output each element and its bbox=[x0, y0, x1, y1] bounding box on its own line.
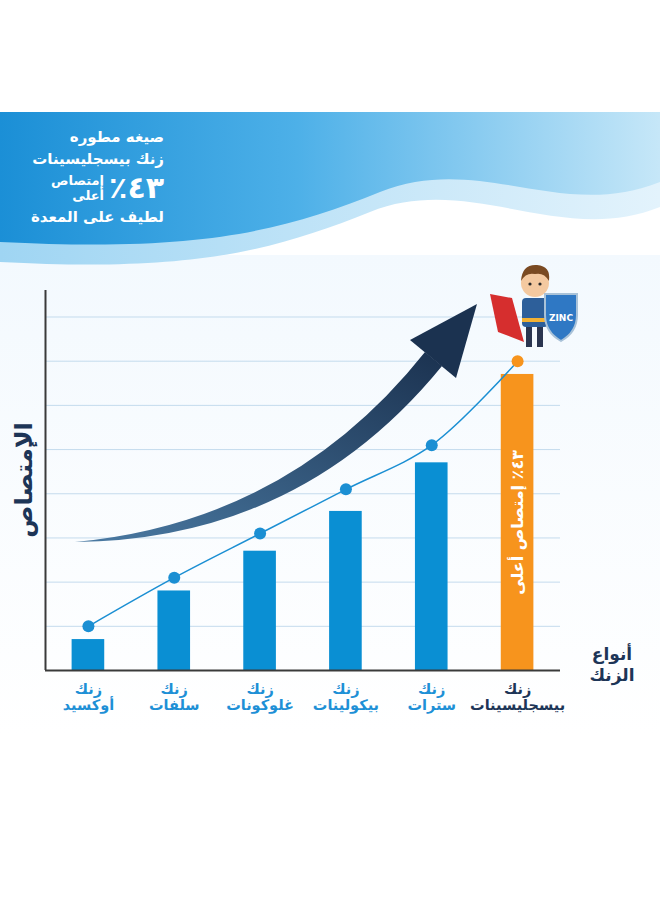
html-text:صيغه مطوره: صيغه مطوره bbox=[69, 128, 164, 146]
html-text:أنواع الزنك: أنواع الزنك bbox=[589, 644, 635, 685]
html-text:٤٣٪: ٤٣٪ bbox=[109, 170, 164, 205]
html-text:زنك بيسجليسينات: زنك بيسجليسينات bbox=[32, 150, 164, 168]
svg-text:زنكبيكولينات: زنكبيكولينات bbox=[313, 681, 379, 714]
svg-text:زنكسترات: زنكسترات bbox=[407, 681, 456, 714]
html-text:إمتصاص: إمتصاص bbox=[51, 173, 105, 188]
svg-text:زنكغلوكونات: زنكغلوكونات bbox=[226, 681, 294, 714]
svg-text:٤٣٪ إمتصاص أعلى: ٤٣٪ إمتصاص أعلى bbox=[507, 450, 527, 595]
svg-text:ZINC: ZINC bbox=[549, 313, 573, 323]
svg-text:زنكأوكسيد: زنكأوكسيد bbox=[63, 681, 114, 714]
svg-text:زنكبيسجليسينات: زنكبيسجليسينات bbox=[470, 681, 565, 713]
svg-text:زنكسلفات: زنكسلفات bbox=[149, 681, 200, 713]
html-text:الإمتصاص: الإمتصاص bbox=[10, 422, 38, 538]
html-text:لطيف على المعدة: لطيف على المعدة bbox=[31, 208, 164, 226]
html-text:أعلى: أعلى bbox=[72, 188, 105, 203]
